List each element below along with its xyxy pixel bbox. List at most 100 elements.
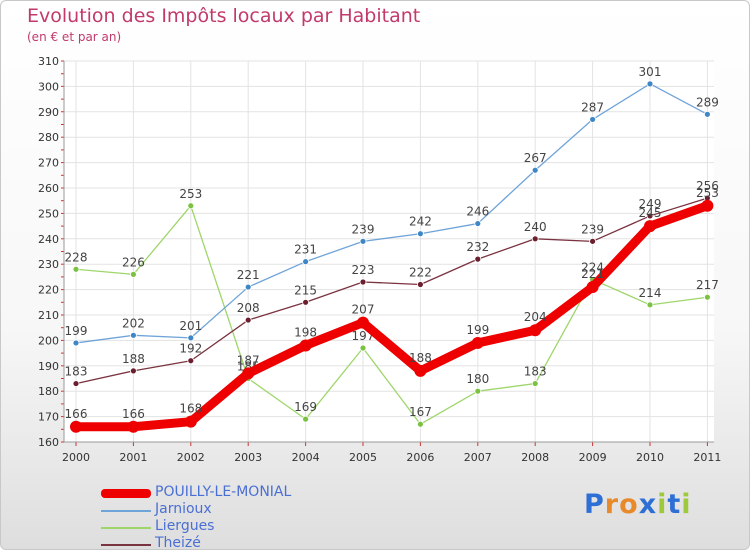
- data-label: 221: [237, 268, 260, 282]
- y-tick-label: 220: [38, 284, 59, 297]
- data-point: [416, 230, 424, 238]
- data-label: 246: [466, 205, 489, 219]
- data-label: 256: [696, 179, 719, 193]
- data-label: 168: [179, 402, 202, 416]
- data-point: [72, 380, 80, 387]
- y-tick-label: 170: [38, 411, 59, 424]
- data-label: 183: [524, 365, 547, 379]
- data-label: 199: [65, 324, 88, 338]
- proxiti-logo: Proxiti: [584, 489, 692, 520]
- data-point: [416, 420, 424, 428]
- data-label: 231: [294, 243, 317, 257]
- x-tick-label: 2003: [234, 451, 262, 464]
- data-label: 188: [122, 352, 145, 366]
- data-point: [302, 258, 310, 266]
- data-point: [187, 357, 195, 365]
- data-label: 180: [466, 372, 489, 386]
- data-point: [359, 278, 367, 286]
- y-tick-label: 300: [38, 80, 59, 93]
- x-tick-label: 2006: [406, 451, 434, 464]
- x-tick-label: 2010: [636, 451, 664, 464]
- data-point: [474, 387, 482, 395]
- logo-letter: o: [619, 489, 639, 520]
- data-point: [359, 237, 367, 245]
- y-tick-label: 270: [38, 157, 59, 170]
- chart-title: Evolution des Impôts locaux par Habitant: [27, 5, 421, 27]
- data-label: 249: [639, 197, 662, 211]
- y-tick-label: 310: [38, 55, 59, 68]
- data-point: [589, 116, 596, 123]
- x-tick-label: 2007: [464, 451, 492, 464]
- logo-letter: x: [638, 489, 658, 520]
- data-point: [531, 166, 539, 174]
- logo-letter: i: [657, 489, 668, 520]
- chart-subtitle: (en € et par an): [27, 30, 122, 44]
- data-point: [414, 364, 427, 377]
- logo-letter: i: [681, 489, 692, 520]
- x-tick-label: 2001: [119, 451, 147, 464]
- data-label: 267: [524, 151, 547, 165]
- data-point: [474, 220, 482, 227]
- legend-label: Jarnioux: [155, 501, 212, 517]
- data-point: [187, 334, 195, 342]
- legend-swatch: [101, 489, 151, 498]
- data-point: [704, 293, 711, 301]
- data-point: [70, 420, 82, 433]
- data-point: [72, 265, 80, 273]
- data-point: [359, 344, 367, 352]
- data-label: 239: [581, 222, 604, 236]
- data-point: [302, 298, 310, 306]
- data-label: 223: [352, 263, 375, 277]
- data-point: [586, 281, 599, 294]
- data-label: 207: [352, 303, 375, 317]
- legend-swatch: [101, 510, 151, 512]
- y-tick-label: 230: [38, 258, 59, 271]
- data-point: [299, 339, 312, 352]
- legend-swatch: [101, 527, 151, 529]
- x-tick-label: 2002: [177, 451, 205, 464]
- data-point: [357, 316, 369, 329]
- data-point: [531, 380, 539, 387]
- data-label: 224: [581, 260, 604, 274]
- data-point: [127, 420, 140, 433]
- data-label: 199: [466, 323, 489, 337]
- series-line-jarnioux: [75, 83, 709, 344]
- data-label: 222: [409, 266, 432, 280]
- data-label: 253: [179, 187, 202, 201]
- data-label: 239: [352, 222, 375, 236]
- data-label: 201: [179, 319, 202, 333]
- x-tick-label: 2000: [62, 451, 90, 464]
- data-label: 228: [65, 250, 88, 264]
- data-label: 166: [65, 407, 88, 421]
- data-point: [244, 283, 252, 291]
- data-point: [531, 235, 539, 243]
- data-label: 289: [696, 95, 719, 109]
- y-tick-label: 210: [38, 309, 59, 322]
- data-point: [646, 212, 654, 220]
- data-label: 287: [581, 100, 604, 114]
- x-tick-label: 2011: [693, 451, 721, 464]
- data-point: [704, 110, 711, 118]
- data-point: [701, 199, 714, 212]
- legend-label: POUILLY-LE-MONIAL: [155, 484, 292, 500]
- data-point: [589, 237, 596, 245]
- data-point: [187, 202, 195, 210]
- plot-area: [64, 61, 714, 442]
- series-line-theizé: [75, 197, 709, 385]
- data-label: 192: [179, 342, 202, 356]
- data-label: 242: [409, 215, 432, 229]
- x-tick-label: 2008: [521, 451, 549, 464]
- data-point: [471, 336, 484, 349]
- data-label: 204: [524, 310, 547, 324]
- data-label: 226: [122, 255, 145, 269]
- logo-letter: r: [604, 489, 620, 520]
- y-tick-label: 280: [38, 131, 59, 144]
- data-point: [244, 316, 252, 324]
- data-label: 301: [639, 65, 662, 79]
- data-label: 169: [294, 400, 317, 414]
- data-label: 245: [639, 206, 662, 220]
- x-tick-label: 2005: [349, 451, 377, 464]
- data-point: [474, 255, 482, 263]
